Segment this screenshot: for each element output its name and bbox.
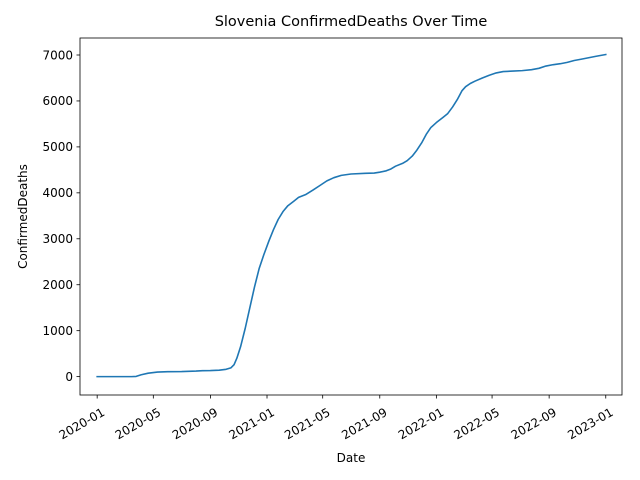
x-axis-label: Date [337, 451, 366, 465]
plot-area [96, 53, 607, 378]
y-tick-label: 4000 [42, 186, 73, 200]
y-axis: 0 1000 2000 3000 4000 5000 6000 7000 [42, 48, 80, 384]
y-tick-label: 1000 [42, 324, 73, 338]
y-tick-label: 3000 [42, 232, 73, 246]
axes-frame [79, 37, 623, 396]
series-line [96, 53, 607, 378]
y-tick-label: 6000 [42, 94, 73, 108]
chart-title: Slovenia ConfirmedDeaths Over Time [215, 14, 488, 30]
y-tick-label: 7000 [42, 48, 73, 62]
y-axis-label: ConfirmedDeaths [16, 164, 30, 269]
y-tick-label: 5000 [42, 140, 73, 154]
y-tick-label: 2000 [42, 278, 73, 292]
y-tick-label: 0 [65, 370, 73, 384]
